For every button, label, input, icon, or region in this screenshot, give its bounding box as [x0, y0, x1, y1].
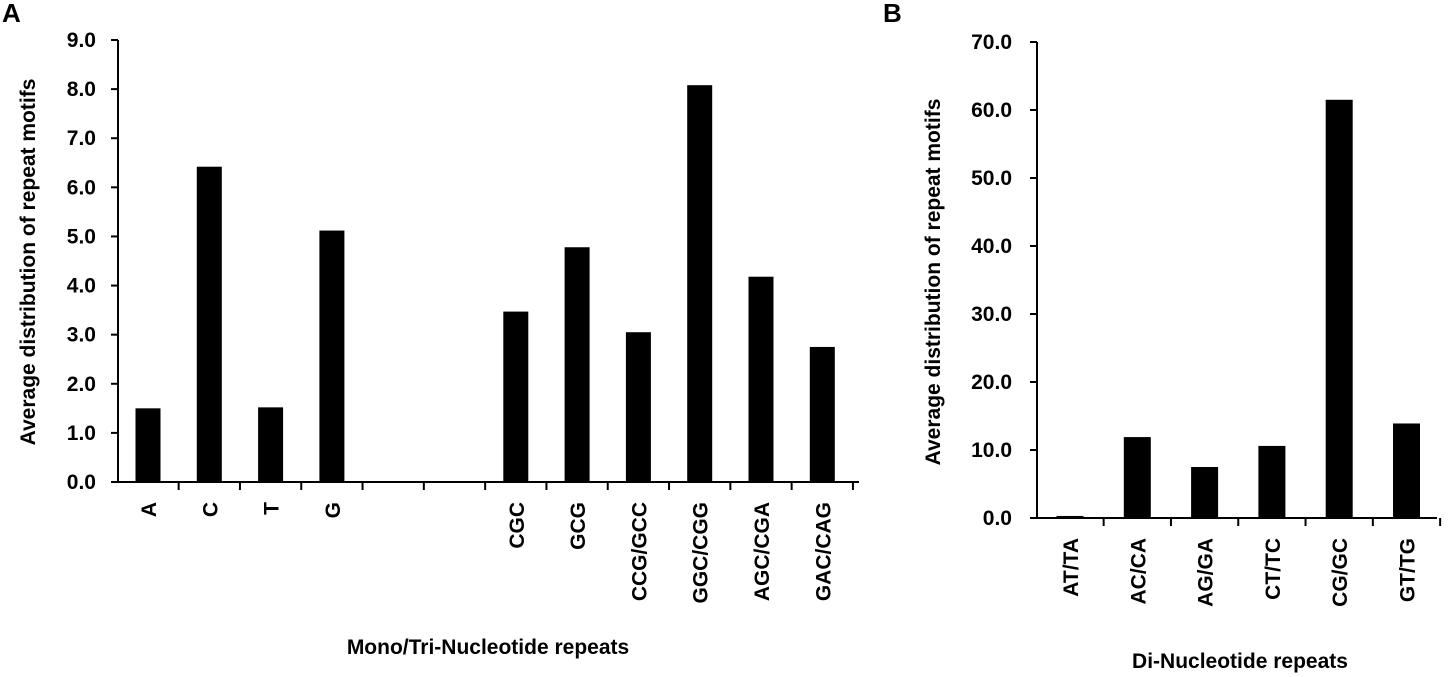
y-axis-title-a: Average distribution of repeat motifs [17, 79, 40, 446]
y-tick-label: 30.0 [971, 303, 1012, 326]
x-tick-label: CT/TC [1262, 538, 1285, 600]
y-tick-label: 7.0 [67, 127, 96, 150]
bar [809, 346, 835, 482]
x-tick-label: GAC/CAG [812, 502, 835, 601]
y-tick-label: 60.0 [971, 99, 1012, 122]
y-tick-label: 0.0 [983, 507, 1012, 530]
bar [1393, 423, 1420, 518]
x-tick-label: G [322, 502, 345, 518]
y-tick-label: 70.0 [971, 31, 1012, 54]
y-axis-title-b: Average distribution of repeat motifs [922, 99, 945, 466]
y-tick-label: 0.0 [67, 471, 96, 494]
x-tick-label: AGC/CGA [751, 502, 774, 601]
panel-label-b: B [883, 0, 902, 28]
bar [258, 407, 284, 482]
y-tick-label: 50.0 [971, 167, 1012, 190]
x-tick-label: A [138, 502, 161, 517]
x-tick-label: GGC/CGG [690, 502, 713, 604]
x-tick-label: CCG/GCC [628, 502, 651, 601]
bar [1123, 437, 1151, 518]
bars-b [1056, 99, 1420, 519]
panel-b: B Average distribution of repeat motifs … [883, 0, 1442, 673]
x-tick-label: GT/TG [1397, 538, 1420, 602]
x-tick-label: GCG [567, 502, 590, 550]
bar [196, 166, 222, 482]
y-tick-label: 40.0 [971, 235, 1012, 258]
bar [625, 332, 651, 482]
x-tick-label: AG/GA [1195, 538, 1218, 607]
bars-a [135, 85, 835, 482]
x-tick-label: AT/TA [1060, 538, 1083, 597]
y-tick-label: 2.0 [67, 373, 96, 396]
y-tick-label: 20.0 [971, 371, 1012, 394]
y-tick-label: 9.0 [67, 29, 96, 52]
x-tick-label: AC/CA [1127, 538, 1150, 605]
y-tick-label: 3.0 [67, 324, 96, 347]
x-axis-title-b: Di-Nucleotide repeats [1132, 650, 1348, 673]
bar [319, 230, 345, 482]
panel-a: A Average distribution of repeat motifs … [2, 0, 859, 659]
bar [1258, 445, 1286, 518]
x-tick-label: T [261, 502, 284, 515]
bar [1056, 515, 1084, 518]
y-tick-label: 5.0 [67, 225, 96, 248]
y-ticks-b: 0.0 10.0 20.0 30.0 40.0 50.0 60.0 70.0 [971, 31, 1037, 530]
x-tick-label: CG/GC [1329, 538, 1352, 607]
bar [135, 408, 161, 482]
y-tick-label: 4.0 [67, 275, 96, 298]
y-tick-label: 6.0 [67, 176, 96, 199]
x-axis-title-a: Mono/Tri-Nucleotide repeats [347, 636, 629, 659]
bar [687, 85, 713, 482]
x-ticks-b: AT/TA AC/CA AG/GA CT/TC CG/GC GT/TG [1060, 518, 1442, 607]
y-tick-label: 10.0 [971, 439, 1012, 462]
panel-label-a: A [2, 0, 21, 28]
y-tick-label: 8.0 [67, 78, 96, 101]
x-ticks-a: A C T G CGC GCG CCG/GCC GGC/CGG AGC/CGA GAC/CAG [138, 482, 854, 604]
y-tick-label: 1.0 [67, 422, 96, 445]
bar [503, 311, 529, 482]
y-ticks-a: 0.0 1.0 2.0 3.0 4.0 5.0 6.0 7.0 8.0 9.0 [67, 29, 118, 494]
x-tick-label: C [199, 502, 222, 517]
bar [748, 276, 774, 482]
x-tick-label: CGC [506, 502, 529, 549]
bar [564, 247, 590, 482]
bar [1191, 467, 1219, 518]
bar [1325, 99, 1353, 519]
